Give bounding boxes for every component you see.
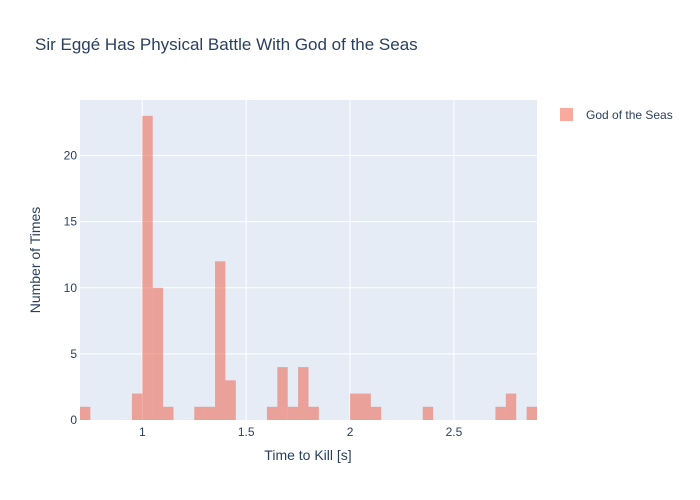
- histogram-bar[interactable]: [215, 261, 226, 420]
- histogram-bar[interactable]: [131, 393, 143, 420]
- histogram-bar[interactable]: [526, 406, 537, 420]
- x-tick-label: 1.5: [238, 425, 255, 439]
- legend[interactable]: God of the Seas: [560, 108, 673, 122]
- histogram-bar[interactable]: [163, 406, 174, 420]
- histogram-bar[interactable]: [422, 406, 434, 420]
- x-tick-label: 2.5: [446, 425, 463, 439]
- x-axis-ticks: 1 1.5 2 2.5: [139, 425, 463, 439]
- histogram-bar[interactable]: [266, 406, 278, 420]
- histogram-bar[interactable]: [360, 393, 371, 420]
- y-tick-label: 5: [70, 347, 77, 361]
- histogram-bar[interactable]: [152, 287, 164, 420]
- histogram-bar[interactable]: [142, 115, 153, 420]
- histogram-bar[interactable]: [204, 406, 216, 420]
- histogram-bar[interactable]: [277, 367, 288, 420]
- y-tick-label: 0: [70, 413, 77, 427]
- histogram-bar[interactable]: [308, 406, 319, 420]
- histogram-bar[interactable]: [350, 393, 361, 420]
- y-tick-label: 15: [64, 215, 78, 229]
- y-axis-ticks: 0 5 10 15 20: [64, 149, 78, 427]
- x-axis-title: Time to Kill [s]: [264, 447, 351, 463]
- y-axis-title: Number of Times: [27, 207, 43, 314]
- bars: [80, 115, 537, 420]
- histogram-bar[interactable]: [298, 367, 309, 420]
- x-tick-label: 1: [139, 425, 146, 439]
- chart-title: Sir Eggé Has Physical Battle With God of…: [35, 35, 418, 54]
- histogram-bar[interactable]: [370, 406, 382, 420]
- histogram-bar[interactable]: [225, 380, 236, 420]
- x-tick-label: 2: [347, 425, 354, 439]
- y-tick-label: 10: [64, 281, 78, 295]
- y-tick-label: 20: [64, 149, 78, 163]
- histogram-bar[interactable]: [505, 393, 517, 420]
- histogram-bar[interactable]: [80, 406, 91, 420]
- legend-swatch[interactable]: [560, 108, 573, 121]
- histogram-bar[interactable]: [194, 406, 205, 420]
- histogram-bar[interactable]: [495, 406, 506, 420]
- histogram-bar[interactable]: [287, 406, 299, 420]
- legend-label[interactable]: God of the Seas: [586, 108, 673, 122]
